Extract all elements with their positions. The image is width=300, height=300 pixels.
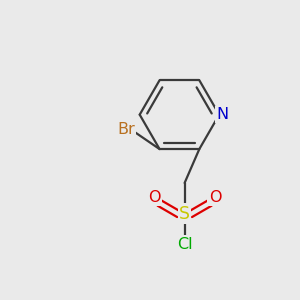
Text: S: S [179, 205, 190, 223]
Text: Br: Br [117, 122, 135, 136]
Text: O: O [209, 190, 221, 205]
Text: Cl: Cl [177, 237, 192, 252]
Text: O: O [148, 190, 161, 205]
Text: N: N [217, 107, 229, 122]
